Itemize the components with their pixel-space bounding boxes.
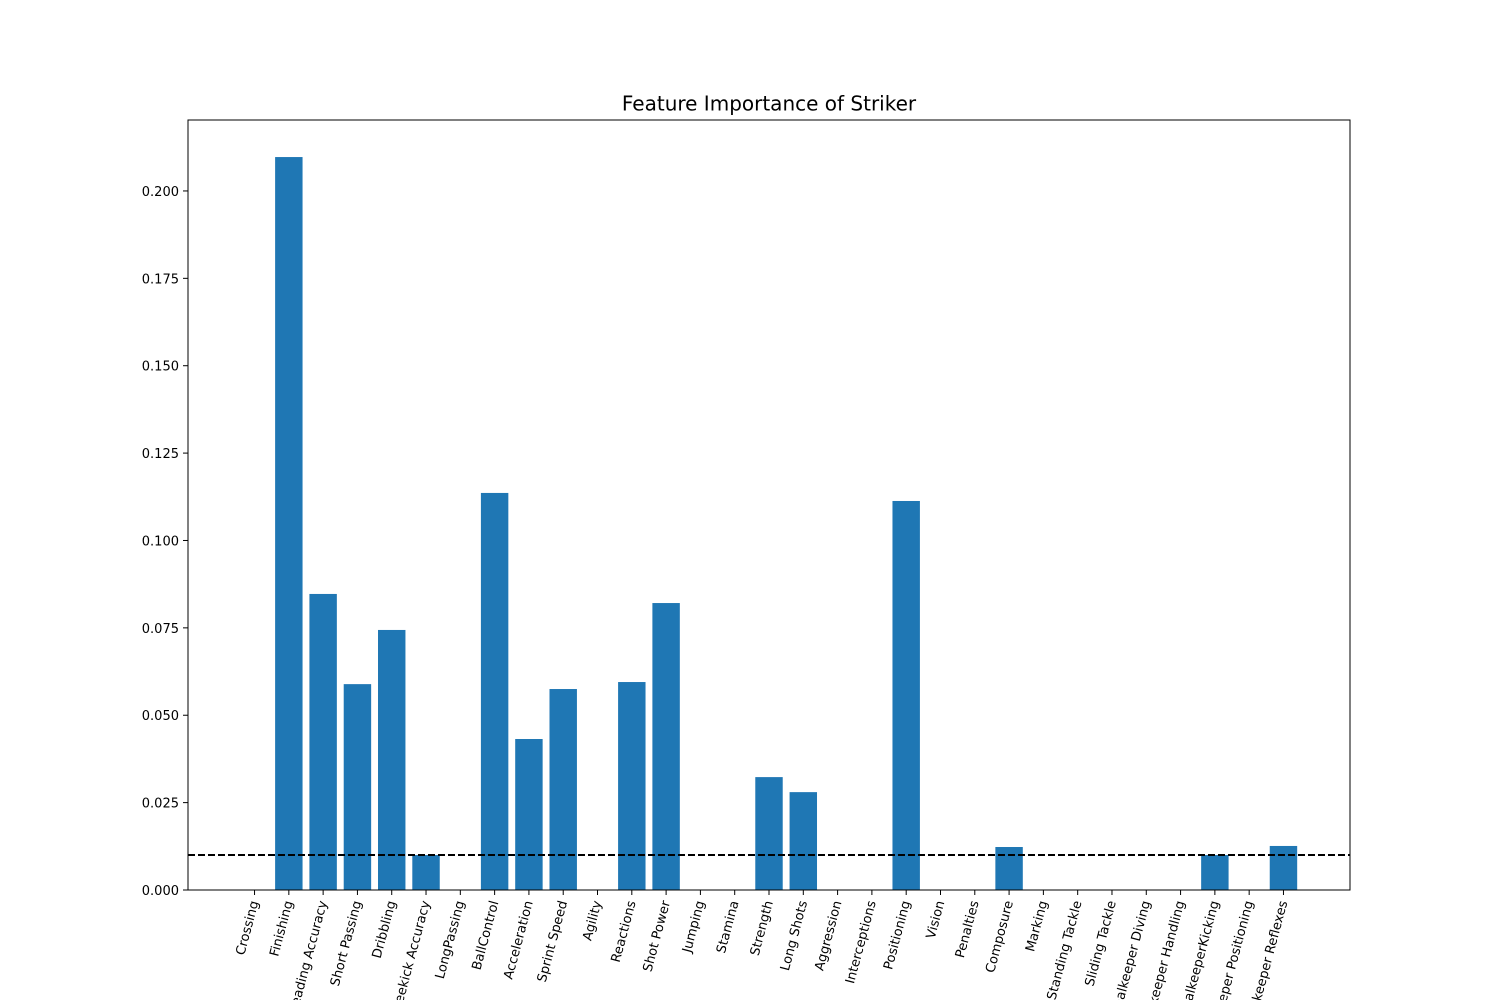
- bar: [309, 593, 337, 890]
- bar: [789, 792, 818, 890]
- plot-frame: [187, 119, 1351, 891]
- bar: [1201, 855, 1229, 890]
- y-tick-label: 0.000: [142, 884, 179, 899]
- x-tick-label: Marking: [1023, 899, 1051, 953]
- y-tick-label: 0.150: [142, 360, 179, 375]
- x-tick-label: Interceptions: [843, 899, 880, 985]
- x-tick-label: Jumping: [680, 899, 708, 955]
- x-tick-label: Reactions: [609, 899, 640, 964]
- bar: [378, 629, 406, 890]
- y-tick-label: 0.125: [142, 447, 179, 462]
- x-tick-label: Shot Power: [641, 899, 675, 974]
- x-tick-label: Standing Tackle: [1045, 899, 1086, 1000]
- bar: [480, 492, 509, 890]
- x-tick-label: Composure: [983, 899, 1017, 974]
- x-tick-label: Stamina: [714, 899, 742, 955]
- x-tick-label: Agility: [580, 899, 605, 943]
- x-tick-label: Positioning: [881, 899, 914, 971]
- x-tick-label: Dribbling: [370, 899, 400, 960]
- x-tick-label: Penalties: [953, 899, 983, 960]
- bar: [652, 603, 680, 890]
- bar: [343, 684, 372, 890]
- x-tick-label: Acceleration: [501, 899, 536, 981]
- y-tick-label: 0.175: [142, 272, 179, 287]
- x-tick-label: Long Shots: [778, 899, 811, 973]
- bar: [755, 777, 783, 890]
- y-tick-label: 0.075: [142, 622, 179, 637]
- x-tick-label: Crossing: [233, 899, 262, 957]
- x-tick-label: Aggression: [812, 899, 845, 972]
- bar: [892, 500, 920, 890]
- bar: [549, 689, 577, 890]
- y-tick-label: 0.100: [142, 534, 179, 549]
- y-tick-label: 0.050: [142, 709, 179, 724]
- bar: [618, 682, 646, 890]
- x-tick-label: Short Passing: [328, 899, 365, 988]
- x-tick-label: Strength: [748, 899, 777, 957]
- bar: [995, 847, 1023, 890]
- x-tick-label: Sliding Tackle: [1083, 899, 1120, 988]
- bar: [515, 739, 543, 890]
- x-tick-label: Finishing: [267, 899, 296, 958]
- y-tick-label: 0.200: [142, 185, 179, 200]
- y-tick-label: 0.025: [142, 797, 179, 812]
- bar: [412, 855, 440, 890]
- bar: [275, 157, 303, 890]
- x-tick-label: BallControl: [470, 899, 503, 972]
- bar: [1269, 845, 1298, 890]
- chart-title: Feature Importance of Striker: [622, 92, 917, 116]
- x-tick-label: Vision: [924, 899, 949, 940]
- x-tick-label: Sprint Speed: [535, 899, 571, 984]
- x-tick-label: LongPassing: [433, 899, 468, 980]
